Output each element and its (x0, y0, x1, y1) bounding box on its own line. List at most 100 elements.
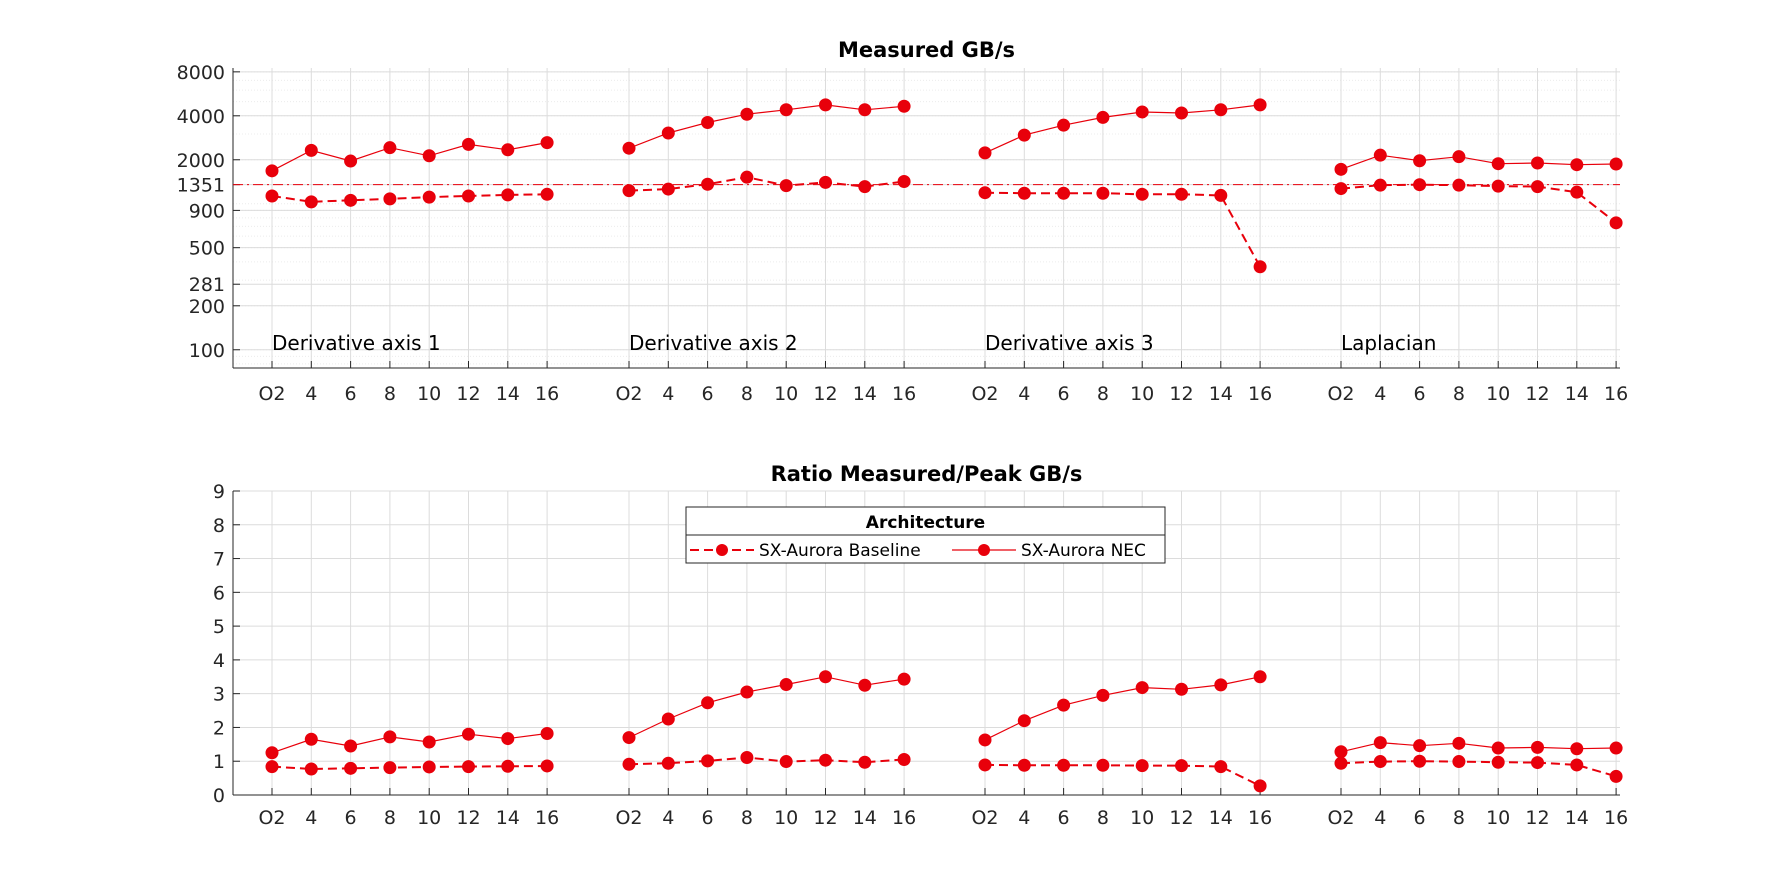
x-tick-label: O2 (971, 807, 998, 829)
x-tick-label: 4 (1018, 383, 1030, 405)
data-point (819, 98, 832, 112)
x-tick-label: 8 (1097, 383, 1109, 405)
data-point (1609, 157, 1623, 171)
series-line (1340, 741, 1617, 753)
x-tick-label: O2 (1327, 383, 1354, 405)
series-line (271, 765, 548, 771)
data-point (1609, 769, 1623, 783)
data-point (265, 189, 279, 203)
group-label: Derivative axis 2 (629, 331, 798, 355)
data-point (622, 184, 636, 198)
data-point (501, 759, 515, 773)
data-point (501, 143, 515, 157)
group-label: Derivative axis 3 (985, 331, 1154, 355)
x-tick-label: 6 (345, 807, 357, 829)
data-point (501, 188, 515, 202)
data-point (1452, 736, 1466, 750)
data-point (1373, 755, 1387, 769)
data-point (1057, 186, 1071, 200)
data-point (1017, 714, 1031, 728)
y-tick-label: 2000 (177, 150, 225, 172)
data-point (1253, 260, 1267, 274)
x-tick-label: 14 (496, 383, 520, 405)
data-point (1214, 103, 1228, 117)
x-tick-label: 16 (1604, 383, 1628, 405)
x-tick-label: 16 (892, 383, 916, 405)
data-point (1135, 105, 1149, 119)
x-tick-label: 14 (853, 383, 877, 405)
data-point (1096, 186, 1110, 200)
data-point (740, 107, 754, 121)
y-tick-label: 7 (213, 549, 225, 571)
data-point (858, 180, 872, 194)
x-tick-label: 10 (774, 383, 798, 405)
data-point (462, 727, 475, 741)
data-point (1452, 755, 1466, 769)
x-tick-label: 16 (1248, 807, 1272, 829)
data-point (304, 762, 318, 776)
x-tick-label: 8 (741, 807, 753, 829)
data-point (897, 753, 911, 767)
data-point (740, 170, 754, 184)
data-point (1214, 678, 1228, 692)
series-line (628, 676, 905, 739)
data-point (540, 136, 554, 150)
data-point (1214, 188, 1228, 202)
data-point (1413, 754, 1427, 768)
data-point (383, 730, 397, 744)
x-tick-label: 6 (702, 383, 714, 405)
group-label: Derivative axis 1 (272, 331, 441, 355)
series-line (984, 763, 1261, 787)
chart-title: Ratio Measured/Peak GB/s (771, 462, 1083, 486)
series-line (271, 193, 548, 203)
data-point (978, 186, 992, 200)
legend-marker-baseline (716, 544, 728, 556)
x-tick-label: 14 (1565, 383, 1589, 405)
data-point (1135, 759, 1149, 773)
data-point (1452, 150, 1466, 164)
y-tick-label: 200 (189, 296, 225, 318)
x-tick-label: 4 (662, 383, 674, 405)
series-line (628, 176, 905, 192)
series-line (984, 104, 1261, 154)
data-point (1214, 760, 1228, 774)
y-tick-label: 1351 (177, 175, 225, 197)
series-line (1340, 760, 1617, 778)
data-point (1491, 179, 1505, 193)
data-point (897, 672, 911, 686)
data-point (978, 758, 992, 772)
x-tick-label: 4 (1374, 383, 1386, 405)
x-tick-label: 10 (1130, 807, 1154, 829)
data-point (858, 755, 872, 769)
data-point (1491, 741, 1505, 755)
data-point (858, 678, 872, 692)
data-point (1373, 178, 1387, 192)
x-tick-label: O2 (615, 807, 642, 829)
legend-entry-baseline: SX-Aurora Baseline (759, 541, 921, 561)
data-point (1570, 185, 1584, 199)
legend-marker-nec (978, 544, 990, 556)
x-tick-label: 10 (1130, 383, 1154, 405)
data-point (1531, 156, 1544, 170)
x-tick-label: 16 (1604, 807, 1628, 829)
x-tick-label: 10 (1486, 383, 1510, 405)
data-point (1531, 756, 1544, 770)
x-tick-label: 6 (1058, 807, 1070, 829)
y-tick-label: 1 (213, 751, 225, 773)
x-tick-label: 6 (702, 807, 714, 829)
x-tick-label: 6 (345, 383, 357, 405)
data-point (1491, 755, 1505, 769)
data-point (1452, 178, 1466, 192)
series-line (1340, 183, 1617, 224)
data-point (1334, 182, 1348, 196)
chart-title: Measured GB/s (838, 38, 1015, 62)
data-point (1334, 745, 1348, 759)
data-point (701, 115, 715, 129)
y-tick-label: 2 (213, 717, 225, 739)
data-point (978, 146, 992, 160)
data-point (1531, 740, 1544, 754)
data-point (740, 685, 754, 699)
data-point (1057, 758, 1071, 772)
data-point (701, 177, 715, 191)
data-point (462, 189, 475, 203)
